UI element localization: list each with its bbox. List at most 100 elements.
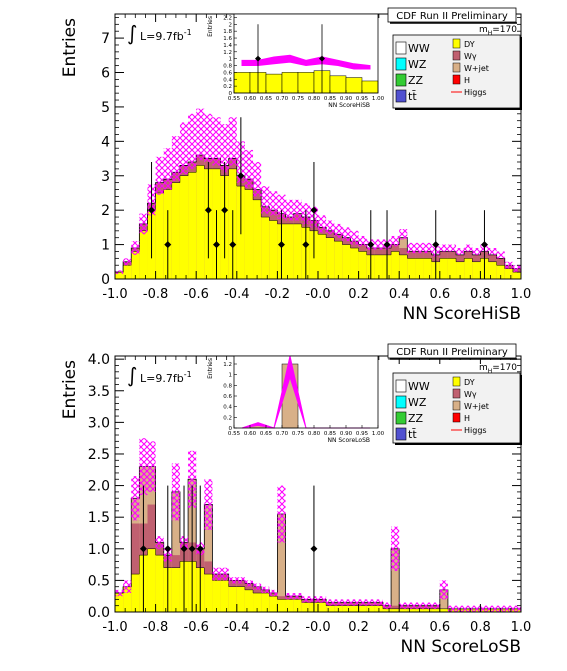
data-point bbox=[237, 172, 245, 180]
stack-bar-dy bbox=[318, 234, 327, 279]
inset-x-tick-label: 0.55 bbox=[228, 96, 241, 102]
x-tick-label: -0.6 bbox=[184, 287, 209, 302]
y-tick-label: 2.5 bbox=[88, 447, 110, 463]
x-axis-title: NN ScoreHiSB bbox=[403, 304, 521, 324]
x-tick-label: 1.0 bbox=[511, 287, 532, 302]
stack-bar-dy bbox=[253, 593, 262, 612]
inset-y-tick-label: 0.8 bbox=[223, 64, 232, 70]
uncertainty-band bbox=[326, 599, 335, 606]
inset-x-tick-label: 0.75 bbox=[292, 431, 305, 437]
legend-label: DY bbox=[464, 378, 475, 387]
stack-bar-dy bbox=[407, 608, 416, 612]
stack-bar-dy bbox=[464, 258, 473, 279]
stack-bar-dy bbox=[293, 599, 302, 612]
inset-y-tick-label: 0.2 bbox=[223, 84, 232, 90]
data-point bbox=[180, 545, 188, 553]
y-tick-label: 2 bbox=[101, 203, 110, 219]
uncertainty-band bbox=[204, 113, 213, 162]
inset-y-tick-label: 1.8 bbox=[223, 29, 232, 35]
uncertainty-band bbox=[496, 251, 505, 259]
stack-bar-dy bbox=[220, 580, 229, 612]
y-tick-label: 0.5 bbox=[88, 573, 110, 589]
legend-label: H bbox=[464, 414, 470, 423]
uncertainty-band bbox=[220, 124, 229, 173]
stack-bar-dy bbox=[253, 199, 262, 279]
stack-bar-dy bbox=[269, 220, 278, 279]
uncertainty-band bbox=[358, 599, 367, 606]
uncertainty-band bbox=[447, 244, 457, 252]
inset-frame bbox=[233, 355, 379, 429]
stack-bar-dy bbox=[326, 605, 335, 612]
stack-bar-dy bbox=[366, 605, 375, 612]
uncertainty-band bbox=[374, 599, 383, 606]
stack-bar-dy bbox=[358, 251, 367, 279]
uncertainty-band bbox=[391, 235, 400, 247]
legend-swatch-r3 bbox=[452, 412, 461, 423]
x-tick-label: -0.2 bbox=[265, 287, 290, 302]
stack-bar-dy bbox=[147, 548, 156, 612]
stack-bar-dy bbox=[358, 605, 367, 612]
inset-y-tick-label: 1 bbox=[229, 57, 233, 63]
mass-subscript: H bbox=[488, 30, 493, 37]
y-tick-label: 3.0 bbox=[88, 415, 110, 431]
legend-label: tt̄ bbox=[408, 428, 417, 441]
x-tick-label: -0.0 bbox=[305, 287, 330, 302]
stack-bar-dy bbox=[155, 192, 164, 279]
mass-subscript: H bbox=[488, 368, 493, 375]
stack-bar-dy bbox=[350, 248, 359, 279]
stack-bar-dy bbox=[512, 272, 521, 279]
header-box bbox=[387, 7, 517, 23]
uncertainty-band bbox=[407, 602, 416, 609]
stack-bar-dy bbox=[123, 265, 132, 279]
data-point bbox=[164, 241, 172, 249]
uncertainty-band bbox=[472, 605, 481, 612]
uncertainty-band bbox=[512, 265, 521, 273]
inset-bar bbox=[345, 77, 363, 94]
inset-x-tick-label: 0.85 bbox=[324, 431, 337, 437]
inset-y-tick-label: 1.2 bbox=[223, 50, 232, 56]
inset-bar bbox=[233, 72, 251, 94]
uncertainty-band bbox=[123, 580, 132, 594]
uncertainty-band bbox=[204, 479, 213, 530]
uncertainty-band bbox=[472, 248, 481, 255]
legend-label: H bbox=[464, 76, 470, 85]
legend-swatch-1 bbox=[395, 395, 407, 409]
data-point bbox=[277, 241, 285, 249]
inset-bar bbox=[281, 72, 299, 94]
uncertainty-band bbox=[131, 476, 140, 521]
stack-bar-dy bbox=[423, 608, 432, 612]
stack-bar-dy bbox=[269, 596, 278, 612]
uncertainty-band bbox=[293, 593, 302, 600]
uncertainty-band bbox=[228, 117, 237, 166]
uncertainty-band bbox=[212, 117, 221, 166]
uncertainty-band bbox=[415, 602, 424, 609]
inset-y-tick-label: 0.6 bbox=[223, 394, 232, 400]
stack-bar-dy bbox=[212, 580, 221, 612]
inset-y-axis-title: Entries bbox=[207, 358, 214, 379]
uncertainty-band bbox=[415, 242, 424, 254]
stack-bar-dy bbox=[415, 258, 424, 279]
uncertainty-band bbox=[253, 161, 262, 197]
data-point bbox=[310, 206, 318, 214]
stack-bar-dy bbox=[350, 605, 359, 612]
uncertainty-band bbox=[285, 593, 294, 600]
stack-bar-dy bbox=[115, 593, 124, 612]
inset-y-tick-label: 0.4 bbox=[223, 77, 232, 83]
uncertainty-band bbox=[228, 577, 237, 584]
legend-swatch-0 bbox=[395, 41, 407, 55]
uncertainty-band bbox=[504, 605, 513, 612]
uncertainty-band bbox=[488, 248, 497, 255]
stack-bar-dy bbox=[131, 574, 140, 612]
y-tick-label: 7 bbox=[101, 31, 110, 47]
x-tick-label: -0.2 bbox=[265, 620, 290, 635]
inset-bar bbox=[297, 72, 315, 94]
inset-x-tick-label: 1.00 bbox=[372, 431, 385, 437]
uncertainty-band bbox=[318, 215, 327, 233]
y-tick-label: 1.0 bbox=[88, 542, 110, 558]
y-tick-label: 4 bbox=[101, 134, 110, 150]
x-tick-label: -0.4 bbox=[224, 620, 249, 635]
inset-x-tick-label: 0.70 bbox=[276, 431, 289, 437]
uncertainty-band bbox=[155, 536, 164, 549]
stack-bar-wjet bbox=[204, 504, 213, 612]
mass-label: mH=170 bbox=[479, 363, 517, 375]
